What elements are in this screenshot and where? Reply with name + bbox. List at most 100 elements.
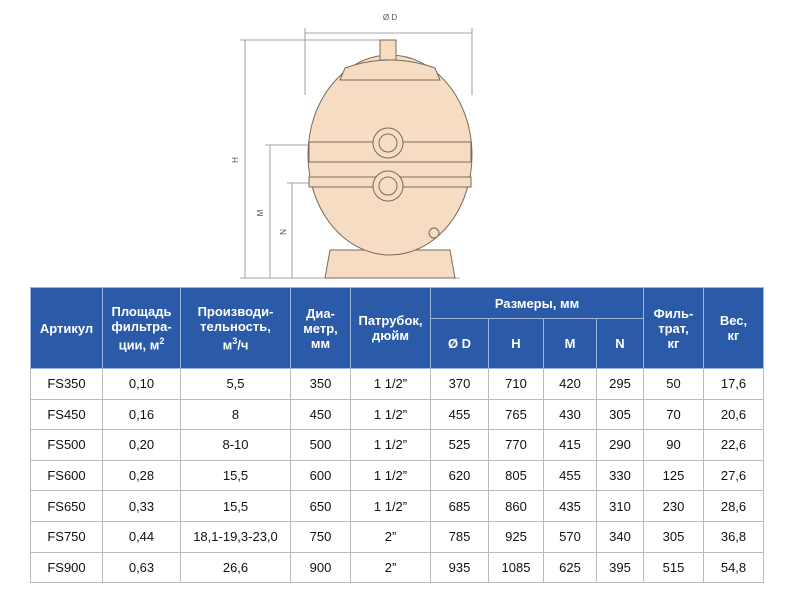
- header-line: Диа-: [306, 305, 335, 321]
- table-cell: FS500: [30, 429, 103, 461]
- table-cell: 8: [180, 398, 291, 431]
- table-cell: 2”: [350, 551, 431, 584]
- table-row: FS450 0,16 8 450 1 1/2” 455 765 430 305 70 20,6: [30, 398, 764, 431]
- table-cell: 620: [430, 459, 489, 492]
- table-cell: 1085: [488, 551, 544, 584]
- table-cell: 28,6: [703, 490, 764, 522]
- table-cell: FS600: [30, 459, 103, 492]
- header-line: фильтра-: [111, 318, 172, 334]
- table-cell: 15,5: [180, 459, 291, 492]
- table-cell: 785: [430, 520, 489, 553]
- table-cell: 650: [290, 490, 351, 522]
- subheader-cell: H: [488, 318, 544, 369]
- table-cell: 305: [643, 520, 704, 553]
- table-cell: 0,44: [102, 520, 181, 553]
- table-cell: FS650: [30, 490, 103, 522]
- diameter-label: Ø D: [383, 13, 397, 22]
- header-line: Патрубок,: [358, 313, 423, 328]
- table-cell: 860: [488, 490, 544, 522]
- table-cell: 20,6: [703, 398, 764, 431]
- table-cell: 125: [643, 459, 704, 492]
- table-cell: 500: [290, 429, 351, 461]
- header-cell: Размеры, мм: [430, 287, 644, 319]
- table-cell: 50: [643, 368, 704, 400]
- table-cell: 1 1/2”: [350, 459, 431, 492]
- header-cell: Филь-трат, кг: [643, 287, 704, 369]
- table-cell: 450: [290, 398, 351, 431]
- table-cell: 1 1/2”: [350, 368, 431, 400]
- subheader-cell: Ø D: [430, 318, 489, 369]
- table-cell: 710: [488, 368, 544, 400]
- table-cell: 1 1/2”: [350, 429, 431, 461]
- header-cell: Производи-тельность, м3/ч: [180, 287, 291, 369]
- table-cell: FS350: [30, 368, 103, 400]
- header-line: метр,: [303, 320, 338, 336]
- table-cell: 515: [643, 551, 704, 584]
- table-cell: 0,16: [102, 398, 181, 431]
- table-cell: 395: [596, 551, 644, 584]
- table-cell: 340: [596, 520, 644, 553]
- table-cell: 430: [543, 398, 597, 431]
- table-cell: 685: [430, 490, 489, 522]
- header-line: мм: [310, 335, 331, 351]
- height-label: H: [231, 157, 240, 163]
- table-cell: 70: [643, 398, 704, 431]
- table-cell: 27,6: [703, 459, 764, 492]
- header-line: Филь-: [653, 305, 694, 321]
- table-cell: 17,6: [703, 368, 764, 400]
- header-line: Артикул: [39, 320, 94, 336]
- table-cell: 750: [290, 520, 351, 553]
- header-cell: Диа-метр, мм: [290, 287, 351, 369]
- table-cell: 350: [290, 368, 351, 400]
- table-row: FS500 0,20 8-10 500 1 1/2” 525 770 415 290 90 22,6: [30, 429, 764, 461]
- header-line: тельность,: [200, 318, 271, 334]
- table-row: FS600 0,28 15,5 600 1 1/2” 620 805 455 330 125 27,…: [30, 459, 764, 492]
- table-cell: 90: [643, 429, 704, 461]
- header-cell: Площадь фильтра-ции, м2: [102, 287, 181, 369]
- table-cell: 230: [643, 490, 704, 522]
- table-cell: 305: [596, 398, 644, 431]
- table-cell: 935: [430, 551, 489, 584]
- table-cell: 455: [543, 459, 597, 492]
- filter-diagram: Ø D H M N: [231, 13, 473, 279]
- table-cell: 455: [430, 398, 489, 431]
- table-cell: FS450: [30, 398, 103, 431]
- table-cell: 0,10: [102, 368, 181, 400]
- table-cell: 805: [488, 459, 544, 492]
- table-cell: 525: [430, 429, 489, 461]
- header-line: кг: [727, 328, 740, 343]
- table-cell: 22,6: [703, 429, 764, 461]
- table-cell: 8-10: [180, 429, 291, 461]
- header-text: /ч: [237, 337, 249, 353]
- table-cell: 0,20: [102, 429, 181, 461]
- table-row: FS900 0,63 26,6 900 2” 935 1085 625 395 515 54,8: [30, 551, 764, 584]
- table-cell: 290: [596, 429, 644, 461]
- header-sup: 2: [159, 335, 165, 346]
- header-line: Вес,: [719, 313, 748, 328]
- table-cell: FS900: [30, 551, 103, 584]
- table-cell: 2”: [350, 520, 431, 553]
- header-line: м3/ч: [181, 334, 290, 352]
- n-label: N: [279, 229, 288, 235]
- header-line: ции, м2: [103, 334, 180, 352]
- table-cell: 625: [543, 551, 597, 584]
- table-cell: 0,28: [102, 459, 181, 492]
- m-label: M: [256, 209, 265, 216]
- table-cell: 295: [596, 368, 644, 400]
- table-cell: 435: [543, 490, 597, 522]
- table-row: FS650 0,33 15,5 650 1 1/2” 685 860 435 310 230 28,…: [30, 490, 764, 522]
- table-cell: 0,33: [102, 490, 181, 522]
- table-cell: 310: [596, 490, 644, 522]
- table-cell: 36,8: [703, 520, 764, 553]
- table-cell: 54,8: [703, 551, 764, 584]
- table-cell: 420: [543, 368, 597, 400]
- header-line: кг: [667, 335, 680, 351]
- table-row: FS350 0,10 5,5 350 1 1/2” 370 710 420 295 50 17,6: [30, 368, 764, 400]
- spec-table: Артикул Площадь фильтра-ции, м2 Производи-т…: [30, 287, 764, 584]
- header-line: Производи-: [197, 303, 274, 319]
- subheader-cell: M: [543, 318, 597, 369]
- header-text: ции, м: [118, 337, 160, 353]
- header-cell: Артикул: [30, 287, 103, 369]
- header-cell: Вес, кг: [703, 287, 764, 369]
- table-cell: 18,1-19,3-23,0: [180, 520, 291, 553]
